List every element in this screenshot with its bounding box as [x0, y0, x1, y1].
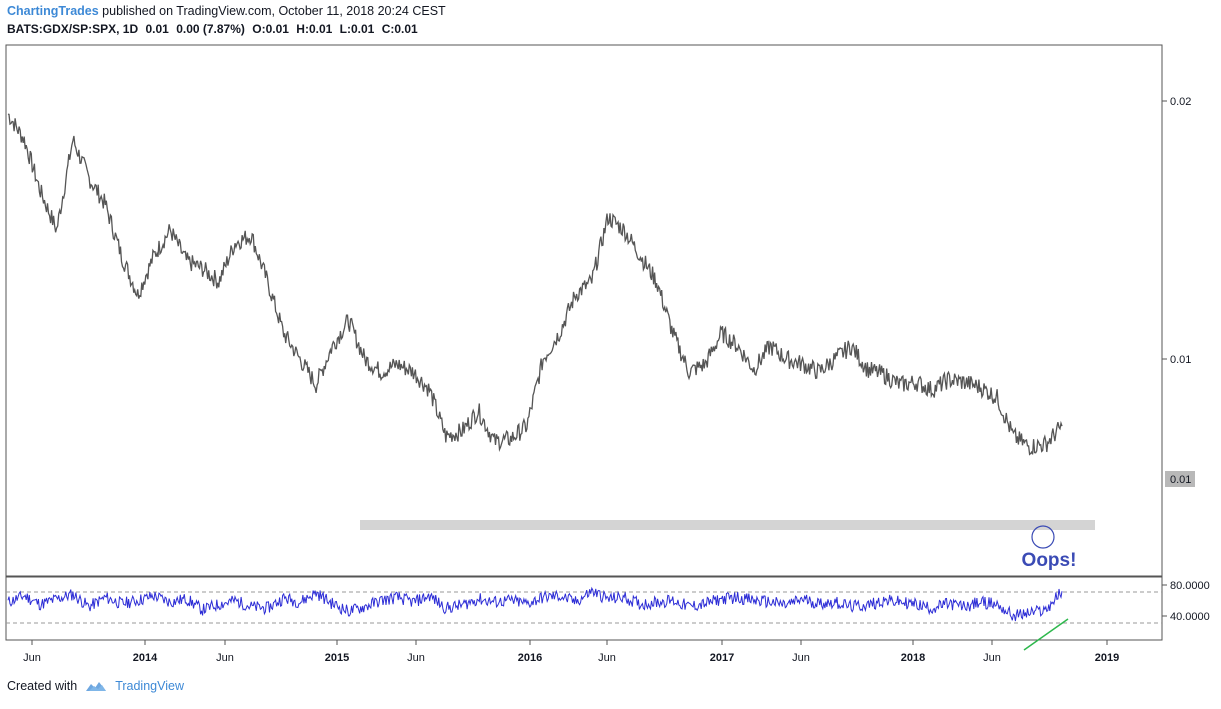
change-value: 0.00 (7.87%) [176, 22, 245, 36]
tradingview-logo-icon [86, 682, 107, 691]
time-axis-label: Jun [792, 652, 810, 664]
time-axis-label: 2017 [710, 652, 734, 664]
rsi-series-line [7, 586, 1063, 622]
close-value: C:0.01 [381, 22, 418, 36]
rsi-pane-border [5, 576, 1163, 641]
time-axis-label: 2018 [901, 652, 925, 664]
created-with-text: Created with [7, 679, 78, 693]
last-value-badge-text: 0.01 [1170, 474, 1191, 486]
rsi-axis-label: 80.0000 [1170, 580, 1210, 592]
price-axis-label: 0.01 [1170, 354, 1191, 366]
tradingview-link[interactable]: TradingView [115, 679, 184, 693]
oops-circle [1031, 525, 1055, 549]
time-axis-label: Jun [23, 652, 41, 664]
author-link[interactable]: ChartingTrades [7, 4, 99, 18]
open-value: O:0.01 [252, 22, 289, 36]
last-value: 0.01 [145, 22, 169, 36]
time-axis-label: Jun [407, 652, 425, 664]
price-series-line [7, 113, 1063, 456]
last-value-badge [1165, 471, 1195, 487]
support-band [360, 520, 1095, 530]
publish-info: ChartingTrades published on TradingView.… [7, 4, 446, 18]
low-value: L:0.01 [339, 22, 375, 36]
high-value: H:0.01 [296, 22, 333, 36]
time-axis-label: 2019 [1095, 652, 1119, 664]
time-axis-label: Jun [598, 652, 616, 664]
time-axis-label: Jun [216, 652, 234, 664]
oops-annotation: Oops! [1022, 550, 1077, 571]
symbol-label: BATS:GDX/SP:SPX, 1D [7, 22, 139, 36]
price-pane-border [5, 44, 1163, 577]
price-axis-label: 0.02 [1170, 96, 1191, 108]
rsi-trend-line [1023, 618, 1069, 651]
time-axis-label: 2016 [518, 652, 542, 664]
symbol-info: BATS:GDX/SP:SPX, 1D 0.01 0.00 (7.87%) O:… [7, 22, 422, 36]
rsi-axis-label: 40.0000 [1170, 611, 1210, 623]
time-axis-label: Jun [983, 652, 1001, 664]
time-axis-label: 2015 [325, 652, 349, 664]
time-axis-label: 2014 [133, 652, 158, 664]
publish-text: published on TradingView.com, October 11… [102, 4, 446, 18]
footer: Created with TradingView [7, 679, 184, 693]
